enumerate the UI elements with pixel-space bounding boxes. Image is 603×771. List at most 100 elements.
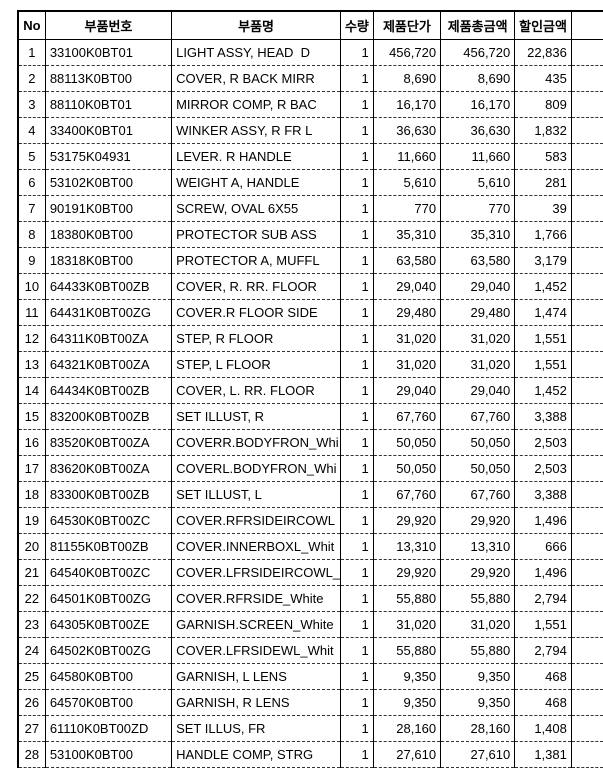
- table-row: 13 64321K0BT00ZA STEP, L FLOOR 1 31,020 31,02…: [16, 351, 603, 378]
- cell-qty: 1: [340, 143, 374, 170]
- cell-no: 28: [16, 741, 46, 768]
- table-row: 8 18380K0BT00 PROTECTOR SUB ASS 1 35,310 35,3…: [16, 221, 603, 248]
- cell-extra: [570, 481, 603, 508]
- cell-part_name: GARNISH.SCREEN_White: [171, 611, 342, 638]
- cell-part_no: 83520K0BT00ZA: [44, 429, 173, 456]
- cell-no: 12: [16, 325, 46, 352]
- cell-extra: [570, 741, 603, 768]
- column-header-unit-price: 제품단가: [372, 10, 442, 40]
- cell-total_price: 29,480: [440, 299, 516, 326]
- column-header-part-name: 부품명: [171, 10, 342, 40]
- column-header-no: No: [16, 10, 46, 40]
- cell-extra: [570, 507, 603, 534]
- cell-part_name: PROTECTOR SUB ASS: [171, 221, 342, 248]
- cell-part_no: 64434K0BT00ZB: [44, 377, 173, 404]
- cell-part_no: 83200K0BT00ZB: [44, 403, 173, 430]
- cell-unit_price: 5,610: [372, 169, 442, 196]
- cell-qty: 1: [340, 325, 374, 352]
- cell-discount: 468: [514, 663, 572, 690]
- cell-total_price: 9,350: [440, 663, 516, 690]
- table-row: 14 64434K0BT00ZB COVER, L. RR. FLOOR 1 29,04…: [16, 377, 603, 404]
- cell-qty: 1: [340, 403, 374, 430]
- table-row: 26 64570K0BT00 GARNISH, R LENS 1 9,350 9,350 4…: [16, 689, 603, 716]
- cell-total_price: 9,350: [440, 689, 516, 716]
- cell-total_price: 29,040: [440, 377, 516, 404]
- cell-part_name: PROTECTOR A, MUFFL: [171, 247, 342, 274]
- cell-qty: 1: [340, 117, 374, 144]
- table-row: 16 83520K0BT00ZA COVERR.BODYFRON_Whi 1 50,05…: [16, 429, 603, 456]
- cell-total_price: 8,690: [440, 65, 516, 92]
- table-row: 12 64311K0BT00ZA STEP, R FLOOR 1 31,020 31,02…: [16, 325, 603, 352]
- cell-qty: 1: [340, 377, 374, 404]
- cell-part_name: HANDLE COMP, STRG: [171, 741, 342, 768]
- cell-extra: [570, 689, 603, 716]
- table-row: 17 83620K0BT00ZA COVERL.BODYFRON_Whi 1 50,05…: [16, 455, 603, 482]
- cell-part_name: SCREW, OVAL 6X55: [171, 195, 342, 222]
- cell-discount: 435: [514, 65, 572, 92]
- cell-discount: 3,388: [514, 403, 572, 430]
- cell-part_name: COVER, L. RR. FLOOR: [171, 377, 342, 404]
- cell-unit_price: 29,480: [372, 299, 442, 326]
- cell-unit_price: 55,880: [372, 585, 442, 612]
- cell-qty: 1: [340, 429, 374, 456]
- cell-discount: 1,474: [514, 299, 572, 326]
- table-row: 6 53102K0BT00 WEIGHT A, HANDLE 1 5,610 5,610 2…: [16, 169, 603, 196]
- cell-discount: 1,551: [514, 325, 572, 352]
- cell-part_no: 64321K0BT00ZA: [44, 351, 173, 378]
- cell-total_price: 27,610: [440, 741, 516, 768]
- cell-no: 10: [16, 273, 46, 300]
- column-header-discount: 할인금액: [514, 10, 572, 40]
- table-body: 1 33100K0BT01 LIGHT ASSY, HEAD D 1 456,720 45…: [16, 39, 603, 768]
- cell-discount: 666: [514, 533, 572, 560]
- cell-extra: [570, 637, 603, 664]
- cell-discount: 1,452: [514, 273, 572, 300]
- cell-total_price: 770: [440, 195, 516, 222]
- cell-no: 25: [16, 663, 46, 690]
- cell-qty: 1: [340, 689, 374, 716]
- cell-no: 21: [16, 559, 46, 586]
- cell-no: 24: [16, 637, 46, 664]
- cell-no: 13: [16, 351, 46, 378]
- column-header-extra-cutoff: [570, 10, 603, 40]
- table-row: 5 53175K04931 LEVER. R HANDLE 1 11,660 11,660…: [16, 143, 603, 170]
- cell-extra: [570, 299, 603, 326]
- table-row: 4 33400K0BT01 WINKER ASSY, R FR L 1 36,630 36…: [16, 117, 603, 144]
- cell-part_no: 64570K0BT00: [44, 689, 173, 716]
- table-row: 18 83300K0BT00ZB SET ILLUST, L 1 67,760 67,76…: [16, 481, 603, 508]
- cell-part_name: WEIGHT A, HANDLE: [171, 169, 342, 196]
- cell-discount: 1,766: [514, 221, 572, 248]
- column-header-total-price: 제품총금액: [440, 10, 516, 40]
- cell-extra: [570, 663, 603, 690]
- cell-qty: 1: [340, 247, 374, 274]
- cell-total_price: 11,660: [440, 143, 516, 170]
- cell-extra: [570, 221, 603, 248]
- cell-unit_price: 27,610: [372, 741, 442, 768]
- cell-extra: [570, 195, 603, 222]
- cell-total_price: 16,170: [440, 91, 516, 118]
- cell-extra: [570, 403, 603, 430]
- cell-total_price: 5,610: [440, 169, 516, 196]
- cell-part_name: COVER, R. RR. FLOOR: [171, 273, 342, 300]
- cell-unit_price: 29,040: [372, 377, 442, 404]
- cell-total_price: 29,040: [440, 273, 516, 300]
- cell-no: 15: [16, 403, 46, 430]
- cell-extra: [570, 117, 603, 144]
- cell-extra: [570, 91, 603, 118]
- cell-total_price: 55,880: [440, 585, 516, 612]
- cell-unit_price: 36,630: [372, 117, 442, 144]
- cell-qty: 1: [340, 195, 374, 222]
- cell-discount: 2,794: [514, 585, 572, 612]
- cell-part_name: COVER.LFRSIDEWL_Whit: [171, 637, 342, 664]
- cell-extra: [570, 143, 603, 170]
- cell-unit_price: 29,920: [372, 507, 442, 534]
- cell-part_no: 53100K0BT00: [44, 741, 173, 768]
- table-row: 28 53100K0BT00 HANDLE COMP, STRG 1 27,610 27,…: [16, 741, 603, 768]
- cell-no: 20: [16, 533, 46, 560]
- table-row: 24 64502K0BT00ZG COVER.LFRSIDEWL_Whit 1 55,8…: [16, 637, 603, 664]
- cell-extra: [570, 247, 603, 274]
- cell-total_price: 29,920: [440, 559, 516, 586]
- cell-part_name: COVER.LFRSIDEIRCOWL_: [171, 559, 342, 586]
- cell-discount: 1,551: [514, 611, 572, 638]
- cell-extra: [570, 611, 603, 638]
- cell-discount: 2,794: [514, 637, 572, 664]
